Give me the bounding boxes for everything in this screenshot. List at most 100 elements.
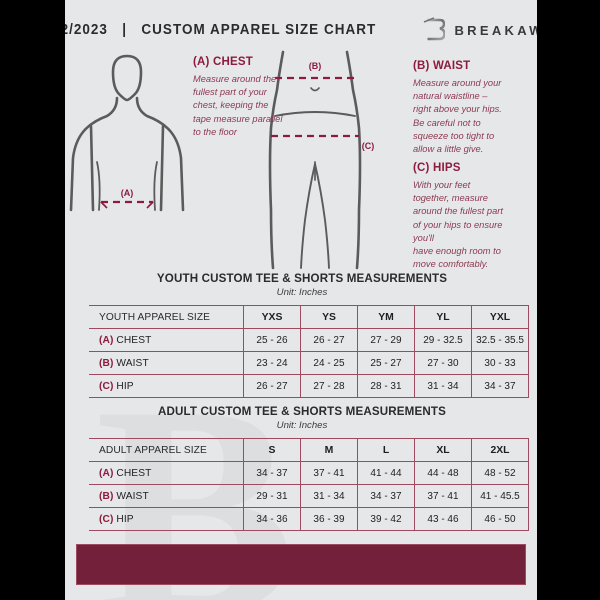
youth-row-name-2: HIP (116, 380, 134, 392)
youth-size-header-2: YM (357, 305, 415, 329)
youth-table-unit: Unit: Inches (276, 287, 328, 298)
table-header-row: YOUTH APPAREL SIZE YXS YS YM YL YXL (89, 305, 529, 329)
table-row: (B) WAIST 29 - 31 31 - 34 34 - 37 37 - 4… (89, 484, 529, 508)
body-figures: (A) (B) (69, 50, 375, 270)
hips-marker-label: (C) (362, 141, 375, 151)
title-separator: | (121, 22, 127, 38)
adult-cell-0-4: 48 - 52 (471, 461, 529, 485)
youth-row-tag-1: (B) (99, 357, 114, 369)
callout-hips: (C) HIPS With your feet together, measur… (413, 162, 537, 271)
youth-row-label-0: (A) CHEST (89, 328, 244, 352)
adult-cell-0-1: 37 - 41 (300, 461, 358, 485)
youth-row-tag-0: (A) (99, 334, 114, 346)
footer-bar (76, 544, 526, 585)
youth-cell-1-0: 23 - 24 (243, 351, 301, 375)
youth-header-label: YOUTH APPAREL SIZE (89, 305, 244, 329)
measurement-diagram: (A) (B) (65, 50, 537, 272)
brand-logo: BREAKAWAY (423, 17, 537, 43)
brand-name: BREAKAWAY (454, 22, 537, 38)
youth-size-header-0: YXS (243, 305, 301, 329)
adult-row-label-2: (C) HIP (89, 507, 244, 531)
youth-table-section: YOUTH CUSTOM TEE & SHORTS MEASUREMENTS U… (89, 272, 529, 398)
youth-row-name-0: CHEST (116, 334, 152, 346)
adult-row-label-1: (B) WAIST (89, 484, 244, 508)
youth-cell-0-3: 29 - 32.5 (414, 328, 472, 352)
size-chart-page: B 2022/2023 | CUSTOM APPAREL SIZE CHART (65, 0, 537, 600)
youth-row-tag-2: (C) (99, 380, 114, 392)
youth-cell-1-1: 24 - 25 (300, 351, 358, 375)
adult-row-tag-1: (B) (99, 490, 114, 502)
youth-cell-1-3: 27 - 30 (414, 351, 472, 375)
youth-row-label-2: (C) HIP (89, 374, 244, 398)
adult-size-header-2: L (357, 438, 415, 462)
adult-header-label: ADULT APPAREL SIZE (89, 438, 244, 462)
youth-cell-2-4: 34 - 37 (471, 374, 529, 398)
youth-cell-2-2: 28 - 31 (357, 374, 415, 398)
callout-chest-title: (A) CHEST (193, 56, 253, 68)
youth-cell-0-0: 25 - 26 (243, 328, 301, 352)
adult-row-label-0: (A) CHEST (89, 461, 244, 485)
adult-cell-1-1: 31 - 34 (300, 484, 358, 508)
youth-row-name-1: WAIST (116, 357, 149, 369)
table-row: (C) HIP 34 - 36 36 - 39 39 - 42 43 - 46 … (89, 507, 529, 531)
callout-hips-title: (C) HIPS (413, 162, 461, 174)
breakaway-b-monogram-icon (424, 17, 446, 41)
chest-measure-line (100, 200, 154, 209)
adult-cell-2-2: 39 - 42 (357, 507, 415, 531)
adult-table-unit: Unit: Inches (276, 420, 328, 431)
chart-title-text: CUSTOM APPAREL SIZE CHART (140, 22, 376, 38)
youth-size-header-3: YL (414, 305, 472, 329)
lower-body-silhouette (268, 50, 362, 270)
youth-cell-1-2: 25 - 27 (357, 351, 415, 375)
youth-cell-0-2: 27 - 29 (357, 328, 415, 352)
chest-marker-label: (A) (121, 188, 134, 198)
adult-cell-0-0: 34 - 37 (243, 461, 301, 485)
adult-cell-1-4: 41 - 45.5 (471, 484, 529, 508)
youth-size-header-4: YXL (471, 305, 529, 329)
table-row: (A) CHEST 25 - 26 26 - 27 27 - 29 29 - 3… (89, 328, 529, 352)
youth-cell-2-0: 26 - 27 (243, 374, 301, 398)
adult-cell-0-2: 41 - 44 (357, 461, 415, 485)
youth-cell-2-3: 31 - 34 (414, 374, 472, 398)
table-header-row: ADULT APPAREL SIZE S M L XL 2XL (89, 438, 529, 462)
adult-cell-1-3: 37 - 41 (414, 484, 472, 508)
adult-row-name-2: HIP (116, 513, 134, 525)
adult-size-table: ADULT APPAREL SIZE S M L XL 2XL (A) CHES… (89, 438, 529, 531)
adult-cell-2-3: 43 - 46 (414, 507, 472, 531)
page-title: 2022/2023 | CUSTOM APPAREL SIZE CHART (65, 22, 376, 38)
adult-cell-2-0: 34 - 36 (243, 507, 301, 531)
adult-row-name-1: WAIST (116, 490, 149, 502)
adult-size-header-1: M (300, 438, 358, 462)
adult-size-header-0: S (243, 438, 301, 462)
callout-waist: (B) WAIST Measure around your natural wa… (413, 60, 537, 156)
youth-cell-1-4: 30 - 33 (471, 351, 529, 375)
adult-size-header-3: XL (414, 438, 472, 462)
youth-table-title: YOUTH CUSTOM TEE & SHORTS MEASUREMENTS (156, 272, 448, 285)
adult-row-name-0: CHEST (116, 467, 152, 479)
adult-cell-0-3: 44 - 48 (414, 461, 472, 485)
callout-chest-body: Measure around the fullest part of your … (193, 74, 283, 137)
callout-waist-body: Measure around your natural waistline – … (413, 78, 502, 154)
adult-cell-2-1: 36 - 39 (300, 507, 358, 531)
adult-cell-1-2: 34 - 37 (357, 484, 415, 508)
adult-cell-2-4: 46 - 50 (471, 507, 529, 531)
adult-cell-1-0: 29 - 31 (243, 484, 301, 508)
youth-cell-2-1: 27 - 28 (300, 374, 358, 398)
waist-marker-label: (B) (309, 61, 322, 71)
table-row: (A) CHEST 34 - 37 37 - 41 41 - 44 44 - 4… (89, 461, 529, 485)
callout-hips-body: With your feet together, measure around … (413, 180, 503, 270)
callout-waist-title: (B) WAIST (413, 60, 471, 72)
adult-row-tag-2: (C) (99, 513, 114, 525)
youth-row-label-1: (B) WAIST (89, 351, 244, 375)
adult-row-tag-0: (A) (99, 467, 114, 479)
upper-body-silhouette (69, 54, 185, 212)
adult-size-header-4: 2XL (471, 438, 529, 462)
table-row: (B) WAIST 23 - 24 24 - 25 25 - 27 27 - 3… (89, 351, 529, 375)
youth-cell-0-1: 26 - 27 (300, 328, 358, 352)
adult-table-title: ADULT CUSTOM TEE & SHORTS MEASUREMENTS (157, 405, 447, 418)
page-header: 2022/2023 | CUSTOM APPAREL SIZE CHART B (65, 14, 537, 46)
adult-table-section: ADULT CUSTOM TEE & SHORTS MEASUREMENTS U… (89, 405, 529, 531)
callout-chest: (A) CHEST Measure around the fullest par… (193, 56, 321, 139)
table-row: (C) HIP 26 - 27 27 - 28 28 - 31 31 - 34 … (89, 374, 529, 398)
youth-size-header-1: YS (300, 305, 358, 329)
